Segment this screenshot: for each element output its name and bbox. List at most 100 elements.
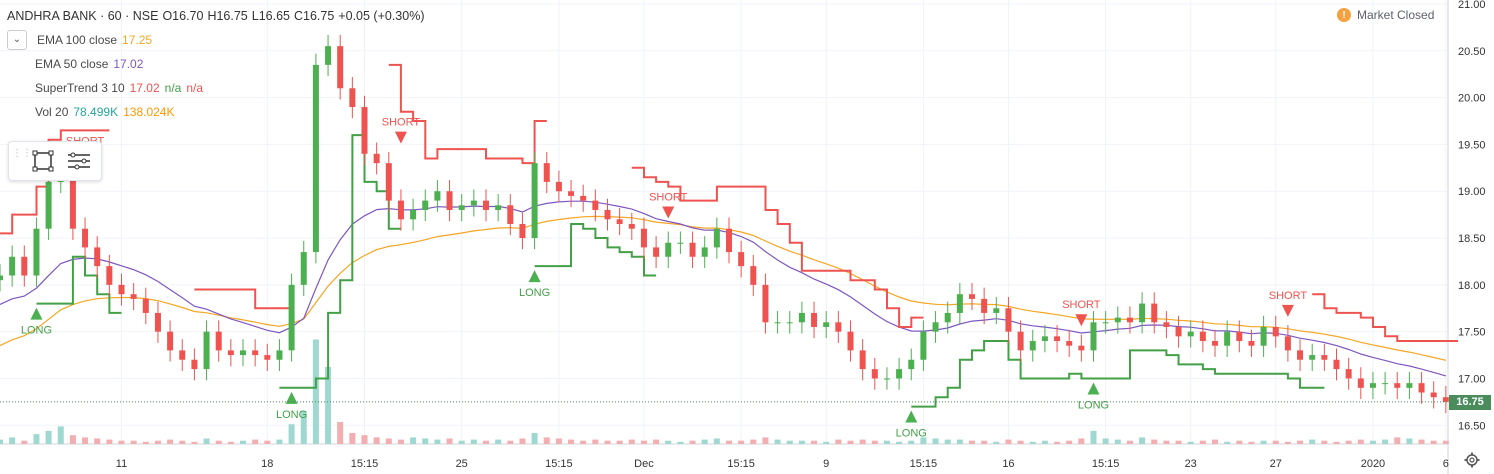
supertrend-down-line — [388, 63, 547, 165]
short-signal-label: SHORT — [1062, 299, 1101, 311]
volume-bar — [288, 424, 295, 444]
candle-body — [1139, 303, 1146, 323]
volume-bar — [300, 411, 307, 444]
x-tick-label: 15:15 — [545, 458, 573, 470]
volume-bar — [1406, 438, 1413, 444]
volume-bar — [264, 440, 271, 444]
volume-bar — [798, 440, 805, 444]
chevron-down-icon[interactable]: ⌄ — [7, 30, 27, 50]
indicator-value: 78.499K — [73, 105, 119, 119]
volume-bar — [1369, 440, 1376, 444]
short-signal-label: SHORT — [1269, 290, 1308, 302]
candle-body — [762, 284, 769, 323]
alert-icon: ! — [1337, 8, 1351, 22]
candle-body — [94, 247, 101, 267]
candle-body — [555, 181, 562, 192]
volume-bar — [944, 439, 951, 444]
y-tick-label: 19.00 — [1458, 186, 1486, 198]
candle-body — [713, 228, 720, 248]
close-value: C16.75 — [294, 9, 335, 23]
candle-body — [689, 242, 696, 257]
candle-body — [993, 308, 1000, 313]
rectangle-select-icon[interactable] — [28, 146, 58, 176]
short-signal-arrow — [1075, 314, 1088, 327]
symbol-title: ANDHRA BANK · 60 · NSE — [7, 9, 159, 23]
candle-body — [434, 191, 441, 201]
gear-icon[interactable] — [1464, 452, 1480, 468]
x-tick-label: 18 — [261, 458, 273, 470]
candle-body — [1212, 341, 1218, 346]
candle-body — [69, 172, 76, 229]
volume-bar — [1345, 440, 1352, 444]
volume-bar — [483, 440, 489, 444]
market-status[interactable]: ! Market Closed — [1337, 8, 1434, 22]
drag-grip-icon[interactable]: ⋮⋮ — [12, 148, 32, 159]
indicator-label: EMA 50 close — [35, 57, 109, 71]
volume-bar — [1284, 441, 1291, 444]
candle-body — [1066, 341, 1073, 346]
x-tick-label: 25 — [456, 458, 468, 470]
candle-body — [823, 322, 830, 327]
indicator-extra: 138.024K — [123, 105, 175, 119]
indicator-value: 17.02 — [129, 81, 160, 95]
volume-bar — [422, 438, 429, 444]
long-signal-label: LONG — [276, 409, 307, 421]
candle-body — [410, 209, 417, 220]
candle-body — [1394, 383, 1401, 388]
volume-bar — [519, 438, 526, 444]
volume-bar — [665, 440, 672, 444]
candle-body — [653, 247, 660, 257]
candle-body — [859, 350, 866, 370]
candle-body — [1406, 383, 1413, 388]
candle-body — [1430, 392, 1437, 398]
volume-bar — [859, 439, 866, 444]
candle-body — [1017, 331, 1024, 351]
candle-body — [1369, 383, 1376, 388]
volume-bar — [361, 435, 368, 444]
volume-bar — [1224, 441, 1231, 444]
volume-bar — [908, 440, 915, 444]
volume-bar — [191, 441, 198, 444]
candle-body — [531, 163, 538, 239]
indicator-ema50[interactable]: EMA 50 close 17.02 — [35, 52, 428, 76]
short-signal-arrow — [662, 206, 675, 219]
candle-body — [1442, 397, 1449, 402]
volume-bar — [568, 439, 575, 444]
volume-bar — [167, 439, 174, 444]
volume-bar — [325, 367, 332, 444]
candle-body — [154, 312, 161, 332]
indicator-label: Vol 20 — [35, 105, 69, 119]
candle-body — [1163, 322, 1170, 327]
candle-body — [519, 224, 526, 239]
volume-bar — [1041, 440, 1048, 444]
indicator-ema100[interactable]: ⌄ EMA 100 close 17.25 — [7, 28, 428, 52]
volume-bar — [106, 439, 113, 444]
candle-body — [227, 350, 234, 356]
candle-body — [640, 228, 647, 248]
indicator-supertrend[interactable]: SuperTrend 3 10 17.02 n/a n/a — [35, 76, 428, 100]
candle-body — [118, 284, 125, 295]
menu-lines-icon[interactable] — [64, 146, 94, 176]
volume-bar — [142, 441, 149, 444]
volume-bar — [470, 439, 477, 444]
x-tick-label: Dec — [634, 458, 654, 470]
volume-bar — [203, 438, 210, 444]
volume-bar — [1090, 430, 1097, 444]
candle-body — [191, 359, 198, 370]
candle-body — [1078, 345, 1085, 351]
candle-body — [750, 266, 757, 285]
candle-body — [956, 294, 963, 313]
candle-body — [252, 350, 259, 356]
indicator-extra: n/a — [164, 81, 182, 95]
candle-body — [1345, 369, 1352, 379]
long-signal-label: LONG — [21, 325, 52, 337]
volume-bar — [1102, 438, 1109, 444]
y-tick-label: 20.00 — [1458, 93, 1486, 105]
volume-bar — [446, 438, 453, 444]
volume-bar — [956, 439, 963, 444]
candle-body — [385, 163, 392, 201]
volume-bar — [883, 440, 890, 444]
volume-bar — [640, 440, 647, 444]
indicator-volume[interactable]: Vol 20 78.499K 138.024K — [35, 100, 428, 124]
